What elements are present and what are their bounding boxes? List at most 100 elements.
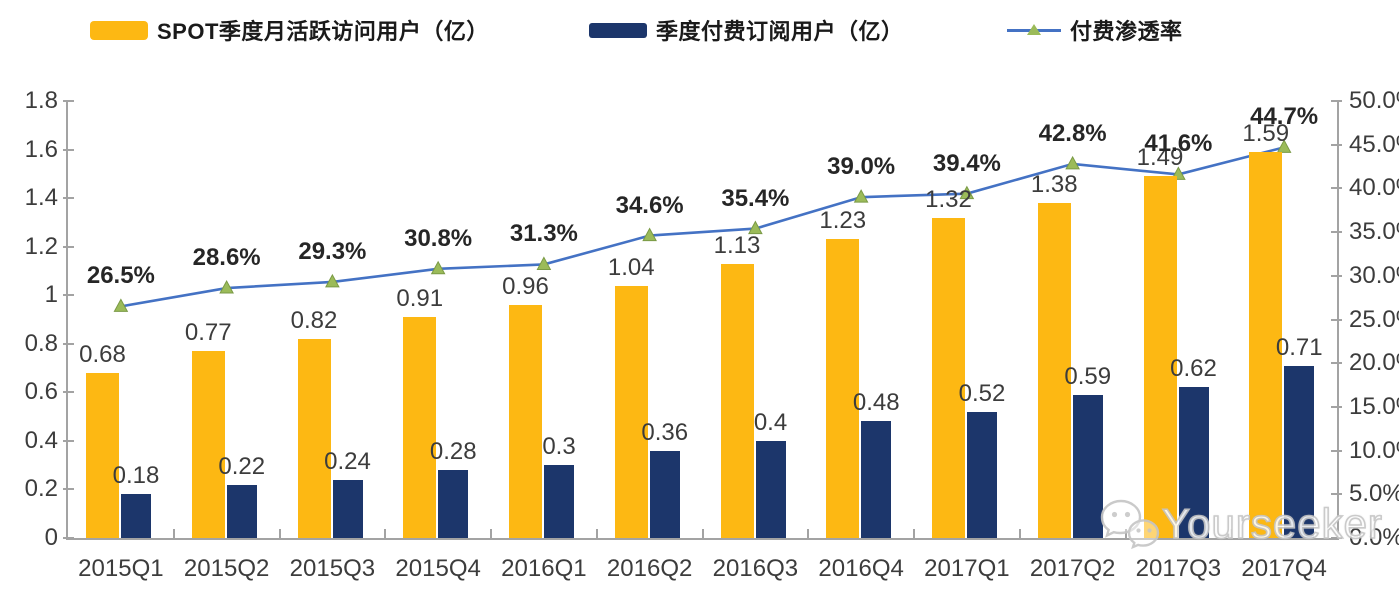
triangle-marker-icon [113, 298, 129, 312]
right-axis-tick [1331, 449, 1342, 452]
x-axis-label: 2015Q1 [78, 555, 164, 582]
x-axis-tick [1230, 529, 1233, 538]
bar-mau [1037, 202, 1071, 538]
left-axis-label: 1 [44, 281, 58, 309]
left-axis-label: 1.4 [24, 184, 58, 212]
subscribers-value-label: 0.24 [324, 447, 371, 475]
left-axis-label: 1.2 [24, 232, 58, 260]
penetration-value-label: 31.3% [509, 220, 578, 248]
triangle-marker-icon [642, 227, 657, 242]
subscribers-value-label: 0.71 [1275, 333, 1323, 361]
left-axis-tick [63, 537, 74, 539]
mau-value-label: 1.38 [1030, 170, 1078, 198]
right-axis-label: 5.0% [1349, 480, 1399, 508]
mau-value-label: 1.59 [1242, 119, 1290, 147]
subscribers-value-label: 0.52 [958, 379, 1006, 407]
x-axis-tick [384, 529, 387, 538]
subscribers-legend-label: 季度付费订阅用户（亿） [656, 19, 904, 44]
bar-mau [932, 217, 965, 538]
subscribers-value-label: 0.18 [112, 462, 160, 490]
right-axis-label: 45.0% [1349, 130, 1399, 158]
bar-mau [720, 263, 754, 538]
penetration-value-label: 39.0% [827, 153, 896, 181]
bar-subscribers [121, 494, 151, 538]
triangle-marker-icon [219, 279, 234, 294]
right-axis-label: 15.0% [1349, 392, 1399, 420]
right-axis-label: 25.0% [1349, 305, 1399, 333]
left-axis-label: 0 [44, 524, 58, 551]
right-axis-tick [1331, 100, 1342, 102]
watermark: Yourseeker [1098, 496, 1383, 552]
bar-subscribers [1178, 387, 1209, 538]
bar-subscribers [861, 421, 892, 538]
right-axis-label: 20.0% [1349, 349, 1399, 377]
right-axis-tick [1331, 318, 1342, 321]
legend-item-penetration: 付费渗透率 [1007, 12, 1183, 48]
right-axis-tick [1331, 231, 1342, 234]
x-axis-label: 2017Q1 [924, 555, 1010, 582]
bar-subscribers [967, 411, 997, 538]
bar-mau [1143, 176, 1177, 538]
right-axis-tick [1331, 493, 1342, 496]
penetration-value-label: 26.5% [86, 262, 155, 290]
mau-value-label: 0.82 [290, 306, 338, 334]
bar-subscribers [544, 465, 574, 538]
penetration-value-label: 41.6% [1144, 130, 1213, 158]
left-axis-tick [63, 391, 74, 394]
x-axis-label: 2016Q2 [606, 555, 693, 582]
triangle-marker-icon [853, 189, 869, 203]
subscribers-value-label: 0.22 [218, 452, 266, 480]
left-axis-tick [63, 148, 74, 151]
left-axis-tick [63, 439, 74, 442]
bar-subscribers [226, 484, 257, 538]
penetration-legend-line [1007, 23, 1061, 35]
right-axis-tick [1331, 274, 1342, 277]
triangle-marker-icon [536, 256, 552, 270]
subscribers-value-label: 0.28 [429, 438, 477, 466]
left-axis-label: 0.4 [24, 426, 58, 454]
subscribers-legend-swatch [589, 22, 647, 38]
x-axis-tick [172, 529, 175, 538]
right-axis-label: 35.0% [1349, 218, 1399, 246]
left-axis-label: 1.6 [24, 135, 58, 163]
mau-legend-label: SPOT季度月活跃访问用户（亿） [157, 19, 489, 44]
mau-value-label: 1.13 [713, 231, 761, 259]
mau-value-label: 1.04 [607, 253, 655, 281]
bar-mau [86, 372, 119, 538]
left-axis-label: 1.8 [24, 87, 58, 114]
subscribers-value-label: 0.36 [641, 418, 689, 446]
x-axis-label: 2015Q2 [183, 555, 270, 582]
x-axis-label: 2017Q4 [1241, 555, 1327, 582]
right-axis-label: 0.0% [1349, 524, 1399, 551]
penetration-value-label: 42.8% [1038, 119, 1107, 147]
bar-mau [403, 317, 437, 538]
mau-value-label: 1.23 [819, 207, 867, 235]
left-axis-tick [63, 342, 74, 345]
penetration-value-label: 35.4% [721, 184, 790, 212]
mau-value-label: 1.49 [1136, 144, 1184, 172]
subscribers-value-label: 0.59 [1064, 362, 1112, 390]
watermark-text: Yourseeker [1161, 499, 1383, 548]
x-axis-label: 2016Q3 [712, 555, 799, 582]
subscribers-value-label: 0.3 [542, 433, 576, 461]
left-axis-tick [63, 100, 74, 102]
mau-value-label: 0.68 [79, 340, 126, 368]
x-axis-label: 2016Q4 [818, 555, 904, 582]
mau-value-label: 0.77 [184, 319, 232, 347]
left-axis-label: 0.6 [24, 378, 58, 406]
left-axis-label: 0.2 [24, 475, 58, 503]
bar-subscribers [438, 470, 469, 538]
bar-subscribers [332, 479, 363, 538]
bar-mau [191, 351, 225, 538]
penetration-value-label: 30.8% [404, 224, 473, 252]
subscribers-value-label: 0.48 [852, 389, 900, 417]
subscribers-value-label: 0.4 [753, 408, 788, 436]
mau-legend-swatch [90, 20, 148, 40]
bar-mau [614, 285, 648, 538]
bar-mau [1249, 151, 1283, 538]
right-axis-tick [1331, 362, 1342, 365]
right-axis-tick [1331, 187, 1342, 190]
penetration-value-label: 28.6% [192, 244, 261, 272]
plot-area: 0.68 0.18 26.5% 2015Q1 0.77 0.22 28.6% 2015Q2 0.… [25, 87, 1399, 582]
